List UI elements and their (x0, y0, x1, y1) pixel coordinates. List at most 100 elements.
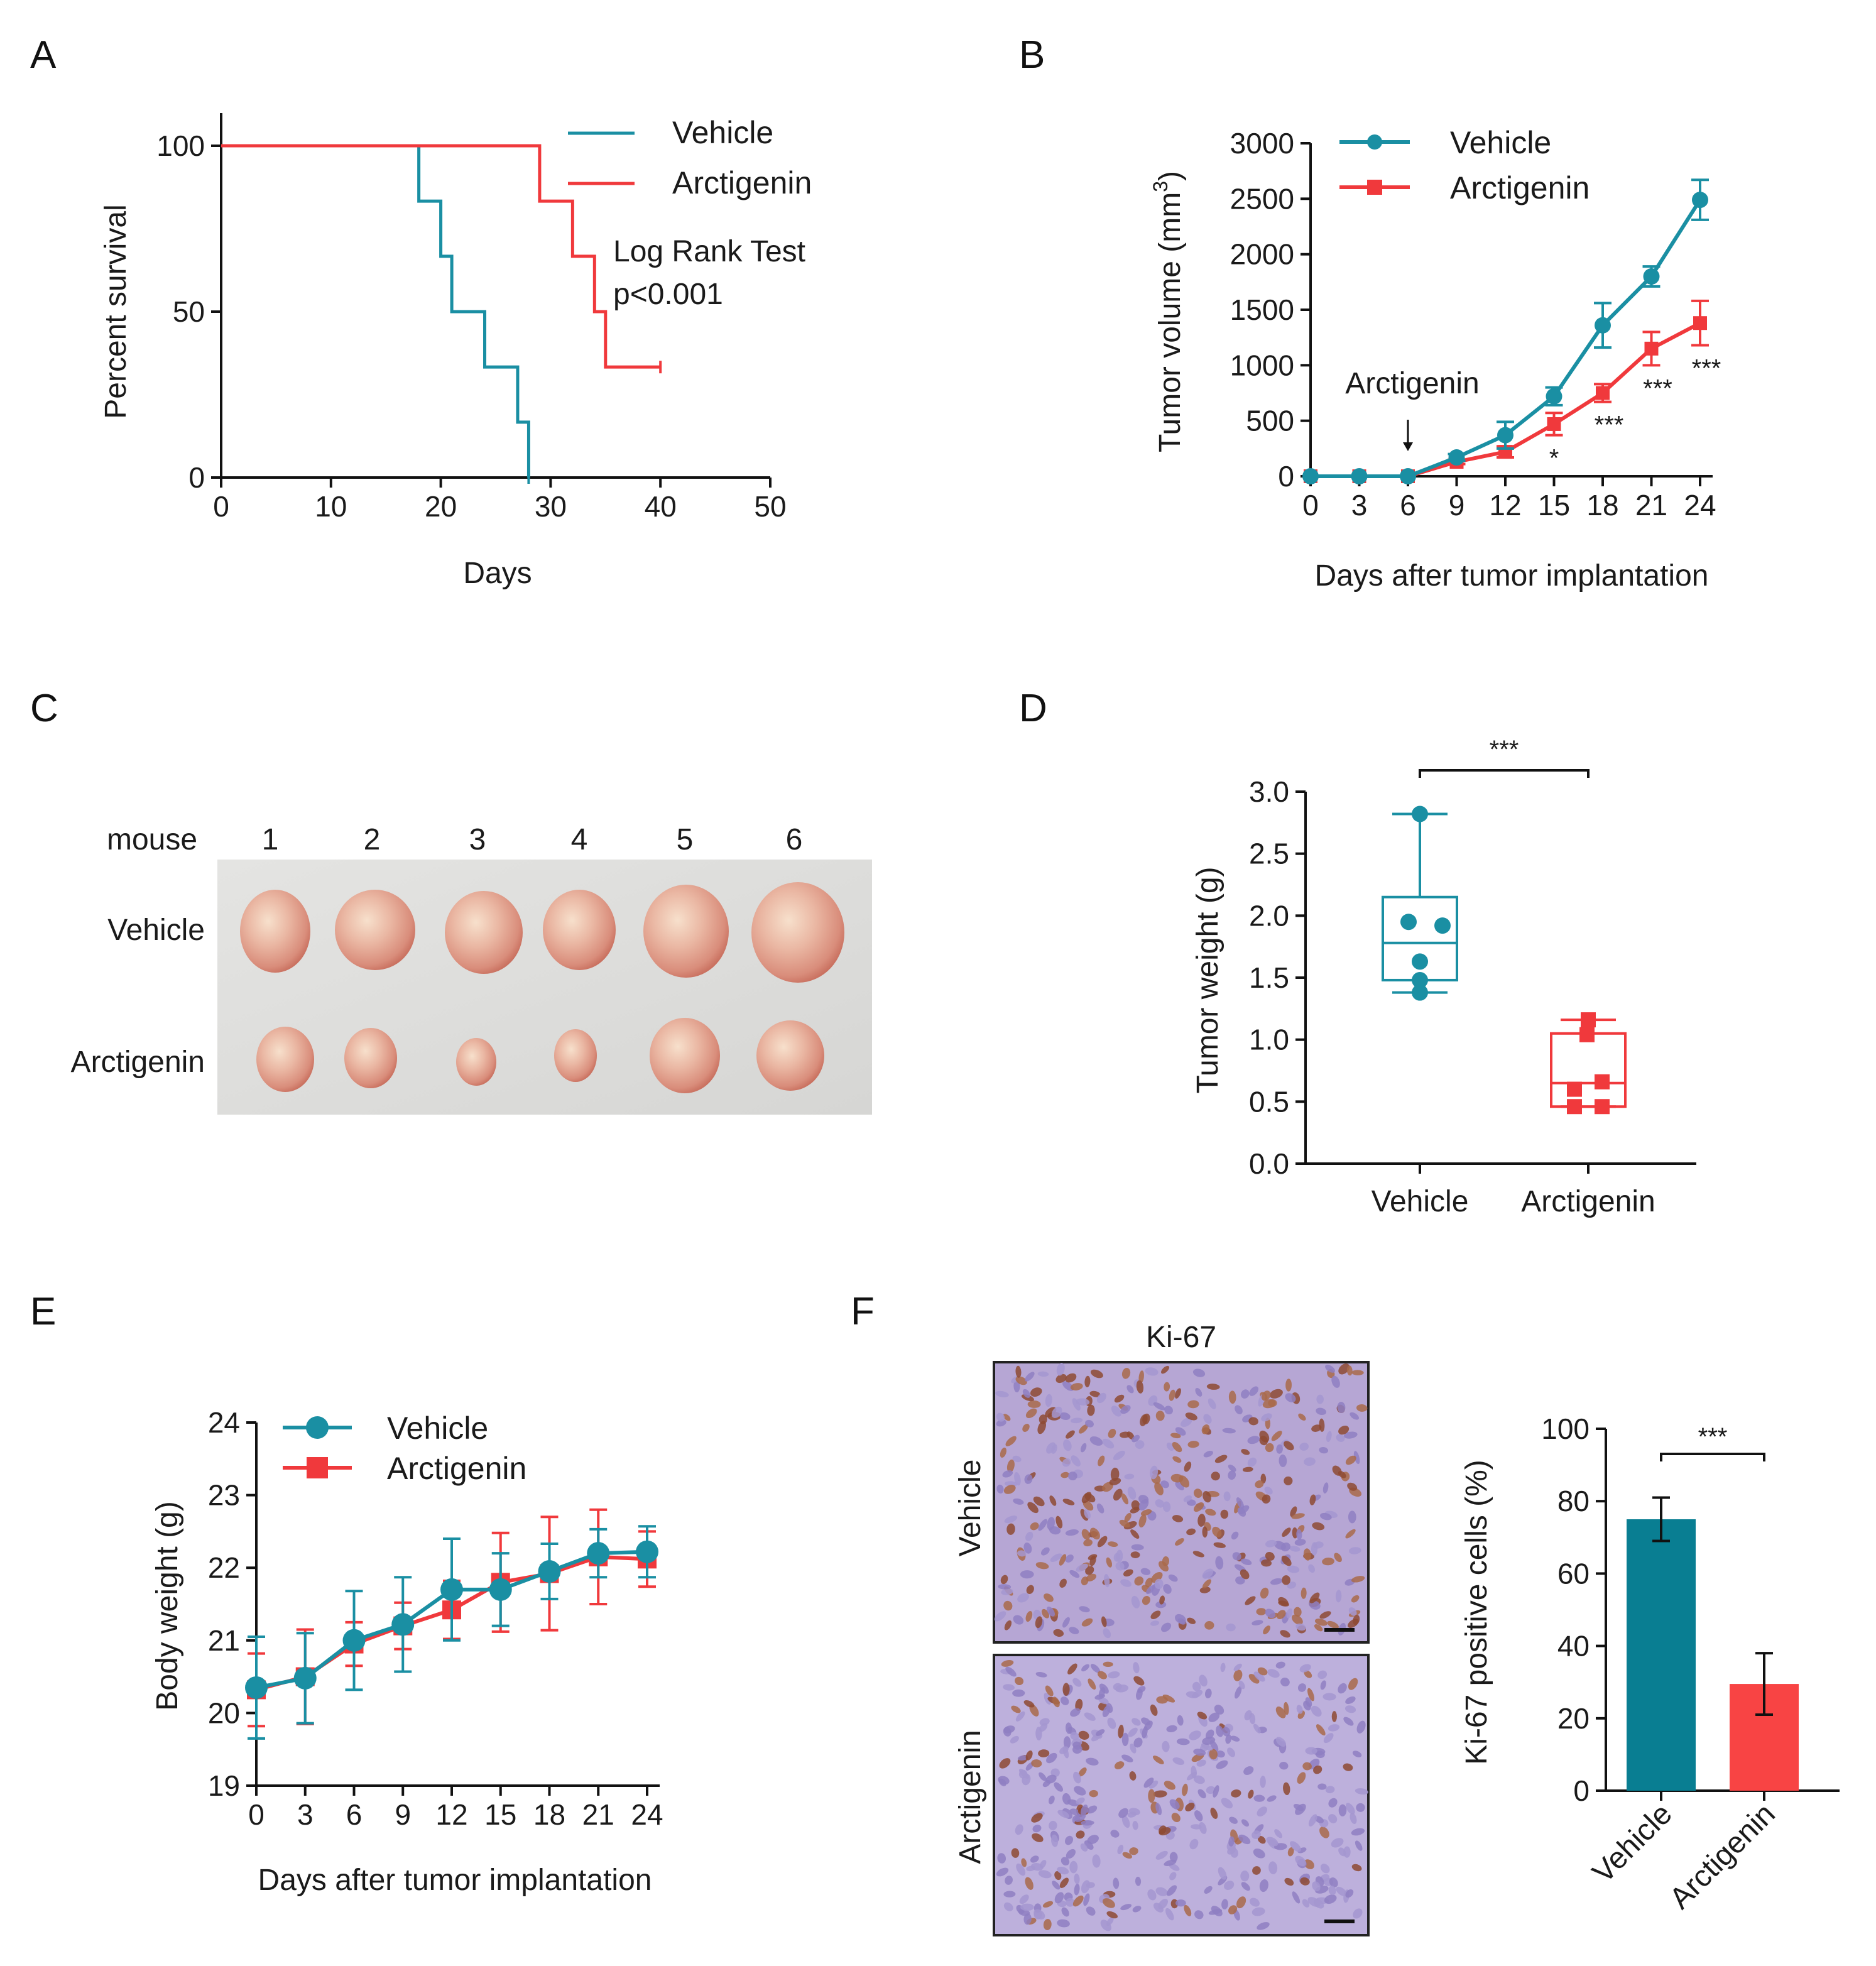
cell-nucleus (1113, 1877, 1120, 1889)
cell-nucleus (1011, 1705, 1021, 1713)
volume-x-tick-label: 0 (1302, 489, 1319, 522)
cell-nucleus (1172, 1757, 1185, 1766)
cell-nucleus (1213, 1542, 1226, 1548)
body-x-tick-label: 0 (248, 1798, 264, 1831)
cell-nucleus (1025, 1372, 1035, 1382)
cell-nucleus (1302, 1762, 1312, 1771)
cell-nucleus (1017, 1755, 1028, 1761)
cell-nucleus (1199, 1821, 1207, 1834)
cell-nucleus (1303, 1548, 1311, 1561)
cell-nucleus (1035, 1616, 1043, 1629)
cell-nucleus (1043, 1919, 1052, 1931)
cell-nucleus (1163, 1584, 1172, 1594)
cell-nucleus (1294, 1607, 1302, 1617)
cell-nucleus (1235, 1686, 1242, 1699)
cell-nucleus (1130, 1507, 1140, 1514)
cell-nucleus (1113, 1450, 1125, 1461)
cell-nucleus (1280, 1678, 1290, 1686)
body-legend-vehicle: Vehicle (387, 1411, 488, 1446)
cell-nucleus (1013, 1498, 1024, 1505)
volume-point-vehicle (1692, 192, 1708, 209)
cell-nucleus (1138, 1370, 1144, 1384)
cell-nucleus (1202, 1526, 1208, 1538)
cell-nucleus (1044, 1693, 1052, 1705)
cell-nucleus (1051, 1444, 1057, 1454)
cell-nucleus (1042, 1780, 1051, 1788)
volume-y-tick-label: 3000 (1230, 127, 1294, 160)
cell-nucleus (1300, 1877, 1310, 1886)
volume-significance: *** (1692, 355, 1721, 383)
cell-nucleus (1267, 1795, 1277, 1802)
cell-nucleus (1329, 1877, 1338, 1887)
cell-nucleus (1265, 1608, 1276, 1619)
survival-x-tick-label: 10 (315, 490, 347, 523)
cell-nucleus (1316, 1724, 1326, 1736)
cell-nucleus (1071, 1417, 1083, 1424)
cell-nucleus (1037, 1421, 1047, 1434)
cell-nucleus (1109, 1478, 1121, 1485)
cell-nucleus (1182, 1783, 1188, 1796)
cell-nucleus (1191, 1824, 1202, 1830)
body-y-tick-label: 20 (208, 1696, 240, 1729)
cell-nucleus (1299, 1443, 1309, 1451)
cell-nucleus (1228, 1390, 1236, 1404)
cell-nucleus (1331, 1375, 1340, 1388)
volume-point-vehicle (1400, 468, 1416, 484)
body-point-vehicle (489, 1578, 512, 1601)
cell-nucleus (1057, 1866, 1069, 1875)
cell-nucleus (1356, 1803, 1365, 1812)
cell-nucleus (1185, 1803, 1195, 1811)
cell-nucleus (1322, 1482, 1329, 1494)
cell-nucleus (1030, 1522, 1039, 1531)
volume-x-tick-label: 21 (1635, 489, 1667, 522)
weight-point-vehicle (1412, 806, 1428, 822)
survival-y-tick-label: 100 (156, 129, 205, 162)
cell-nucleus (1336, 1886, 1347, 1896)
cell-nucleus (1338, 1425, 1350, 1435)
tumor-arctigenin-6 (756, 1020, 824, 1091)
cell-nucleus (1205, 1729, 1214, 1740)
cell-nucleus (1033, 1496, 1045, 1507)
cell-nucleus (1054, 1871, 1062, 1881)
cell-nucleus (1193, 1749, 1206, 1756)
cell-nucleus (1187, 1441, 1199, 1448)
cell-nucleus (1092, 1854, 1101, 1868)
volume-xlabel: Days after tumor implantation (1315, 559, 1709, 593)
volume-point-vehicle (1497, 427, 1513, 444)
cell-nucleus (994, 1611, 1006, 1622)
cell-nucleus (1311, 1705, 1322, 1717)
cell-nucleus (1192, 1681, 1201, 1691)
cell-nucleus (1287, 1847, 1294, 1857)
cell-nucleus (1124, 1512, 1132, 1522)
cell-nucleus (1121, 1493, 1129, 1505)
cell-nucleus (1083, 1500, 1094, 1511)
cell-nucleus (1113, 1553, 1121, 1562)
cell-nucleus (1080, 1509, 1089, 1521)
cell-nucleus (1142, 1596, 1150, 1605)
cell-nucleus (1080, 1443, 1087, 1453)
cell-nucleus (1236, 1497, 1245, 1509)
mouse-number-2: 2 (364, 823, 381, 856)
cell-nucleus (1086, 1757, 1099, 1766)
body-x-tick-label: 21 (582, 1798, 614, 1831)
cell-nucleus (1035, 1562, 1049, 1570)
panel-label-c: C (30, 687, 58, 730)
cell-nucleus (1078, 1767, 1087, 1777)
cell-nucleus (1059, 1412, 1071, 1420)
volume-x-tick-label: 6 (1400, 489, 1416, 522)
cell-nucleus (1003, 1485, 1016, 1494)
cell-nucleus (1312, 1522, 1325, 1531)
cell-nucleus (1062, 1617, 1070, 1628)
cell-nucleus (1054, 1892, 1064, 1904)
cell-nucleus (1179, 1475, 1190, 1488)
tumor-volume-chart: 0 3 6 9 12 15 18 21 24050010001500200025003000**… (1149, 125, 1721, 593)
cell-nucleus (1235, 1405, 1243, 1414)
cell-nucleus (1038, 1870, 1052, 1879)
cell-nucleus (1021, 1858, 1027, 1867)
tumor-vehicle-1 (240, 890, 310, 973)
body-x-tick-label: 9 (395, 1798, 411, 1831)
cell-nucleus (1284, 1476, 1293, 1485)
cell-nucleus (1347, 1482, 1358, 1491)
cell-nucleus (1226, 1623, 1236, 1632)
